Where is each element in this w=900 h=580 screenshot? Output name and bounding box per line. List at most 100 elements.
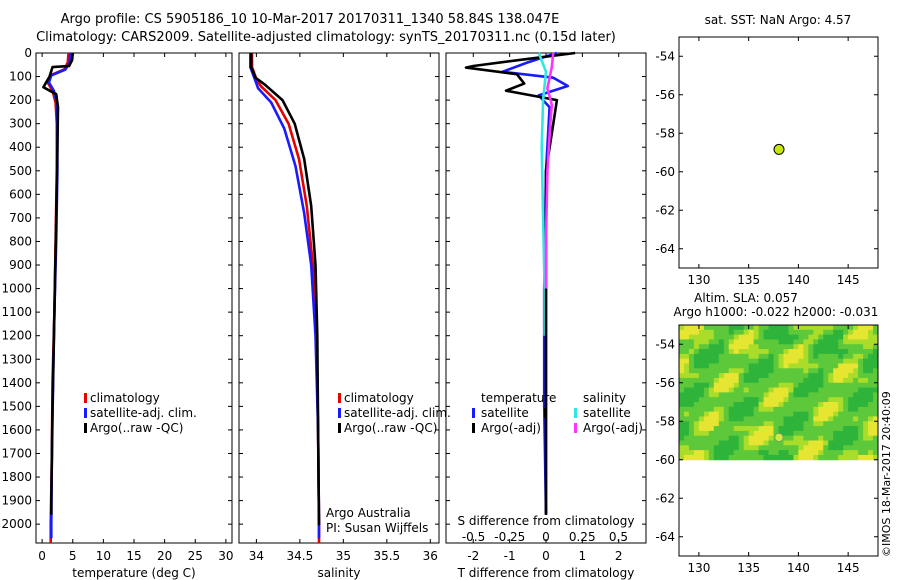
sla-cell bbox=[793, 358, 799, 364]
sla-cell bbox=[813, 430, 819, 437]
sla-cell bbox=[703, 325, 710, 331]
sla-cell bbox=[698, 329, 705, 336]
sla-cell bbox=[868, 368, 874, 374]
sla-cell bbox=[798, 325, 804, 331]
sla-cell bbox=[679, 329, 685, 336]
sla-cell bbox=[758, 421, 765, 427]
sla-cell bbox=[858, 363, 864, 369]
sla-cell bbox=[778, 416, 784, 422]
sla-cell bbox=[768, 368, 775, 374]
salinity-xticks: 34 34.5 35 35.5 36 bbox=[249, 53, 438, 563]
sla-cell bbox=[858, 430, 864, 437]
sla-cell bbox=[688, 406, 695, 413]
sla-cell bbox=[698, 358, 705, 364]
sla-cell bbox=[843, 397, 849, 403]
sla-cell bbox=[708, 353, 715, 360]
sla-cell bbox=[723, 440, 730, 446]
sla-cell bbox=[818, 325, 824, 331]
temperature-lines bbox=[42, 52, 75, 543]
sla-cell bbox=[743, 382, 750, 389]
sla-cell bbox=[803, 397, 809, 403]
sla-cell bbox=[688, 445, 695, 451]
sla-cell bbox=[738, 325, 745, 331]
sla-cell bbox=[858, 445, 864, 451]
sla-cell bbox=[868, 382, 874, 389]
sla-cell bbox=[863, 363, 869, 369]
sla-cell bbox=[693, 387, 700, 393]
ytick-label: 1500 bbox=[1, 399, 32, 413]
sla-cell bbox=[768, 406, 775, 413]
sla-cell bbox=[838, 344, 844, 350]
sla-cell bbox=[808, 349, 814, 355]
sla-cell bbox=[758, 440, 765, 446]
sla-cell bbox=[733, 368, 740, 374]
sla-cell bbox=[873, 397, 879, 403]
sla-cell bbox=[858, 353, 864, 360]
sla-map-title2: Argo h1000: -0.022 h2000: -0.031 bbox=[674, 305, 879, 319]
sla-cell bbox=[848, 421, 854, 427]
sla-cell bbox=[728, 450, 735, 456]
legend-diff-t-satellite-label: satellite bbox=[481, 406, 529, 420]
sla-cell bbox=[828, 421, 834, 427]
sla-cell bbox=[728, 368, 735, 374]
sla-cell bbox=[803, 445, 809, 451]
sla-cell bbox=[773, 397, 779, 403]
sla-cell bbox=[748, 421, 755, 427]
sla-cell bbox=[738, 397, 745, 403]
sla-cell bbox=[823, 450, 829, 456]
sla-cell bbox=[853, 373, 859, 379]
sla-cell bbox=[778, 382, 784, 389]
sla-cell bbox=[733, 334, 740, 340]
sla-cell bbox=[753, 445, 760, 451]
sla-cell bbox=[763, 430, 770, 437]
sla-cell bbox=[778, 406, 784, 413]
sla-cell bbox=[768, 421, 775, 427]
sla-cell bbox=[813, 382, 819, 389]
sla-cell bbox=[873, 339, 879, 345]
sla-cell bbox=[808, 445, 814, 451]
xtick-label: 34.5 bbox=[287, 549, 314, 563]
sla-cell bbox=[693, 358, 700, 364]
sla-cell bbox=[708, 440, 715, 446]
sla-cell bbox=[763, 353, 770, 360]
sla-cell bbox=[683, 358, 690, 364]
sla-cell bbox=[848, 411, 854, 417]
sla-cell bbox=[743, 368, 750, 374]
sla-cell bbox=[768, 402, 775, 408]
sla-cell bbox=[843, 325, 849, 331]
sla-cell bbox=[733, 363, 740, 369]
sla-cell bbox=[798, 339, 804, 345]
sla-cell bbox=[679, 358, 685, 364]
sla-cell bbox=[768, 430, 775, 437]
sla-cell bbox=[743, 325, 750, 331]
sla-cell bbox=[818, 339, 824, 345]
sla-cell bbox=[683, 402, 690, 408]
sla-cell bbox=[703, 329, 710, 336]
sla-cell bbox=[783, 450, 789, 456]
sla-cell bbox=[873, 382, 879, 389]
sla-cell bbox=[763, 421, 770, 427]
sla-cell bbox=[823, 454, 829, 461]
ytick-label: 1800 bbox=[1, 470, 32, 484]
sla-cell bbox=[748, 411, 755, 417]
sla-cell bbox=[723, 406, 730, 413]
sla-cell bbox=[838, 392, 844, 398]
sla-cell bbox=[803, 344, 809, 350]
sla-cell bbox=[813, 411, 819, 417]
sla-cell bbox=[698, 411, 705, 417]
sla-cell bbox=[853, 392, 859, 398]
sla-cell bbox=[753, 402, 760, 408]
temperature-legend: climatology satellite-adj. clim. Argo(..… bbox=[84, 391, 197, 435]
sla-cell bbox=[768, 349, 775, 355]
sla-cell bbox=[783, 339, 789, 345]
sla-cell bbox=[683, 387, 690, 393]
sla-cell bbox=[698, 363, 705, 369]
sla-cell bbox=[698, 368, 705, 374]
sla-cell bbox=[803, 450, 809, 456]
sla-cell bbox=[828, 368, 834, 374]
sla-cell bbox=[788, 377, 794, 384]
sla-cell bbox=[738, 349, 745, 355]
sla-cell bbox=[763, 440, 770, 446]
sla-cell bbox=[683, 426, 690, 432]
sla-cell bbox=[868, 445, 874, 451]
